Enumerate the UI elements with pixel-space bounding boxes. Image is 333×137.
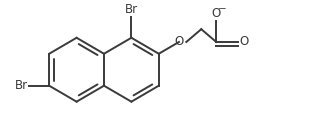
Text: O: O	[239, 35, 248, 48]
Text: O: O	[212, 7, 221, 20]
Text: Br: Br	[15, 79, 28, 92]
Text: −: −	[217, 4, 226, 14]
Text: O: O	[175, 35, 184, 48]
Text: Br: Br	[125, 3, 138, 16]
